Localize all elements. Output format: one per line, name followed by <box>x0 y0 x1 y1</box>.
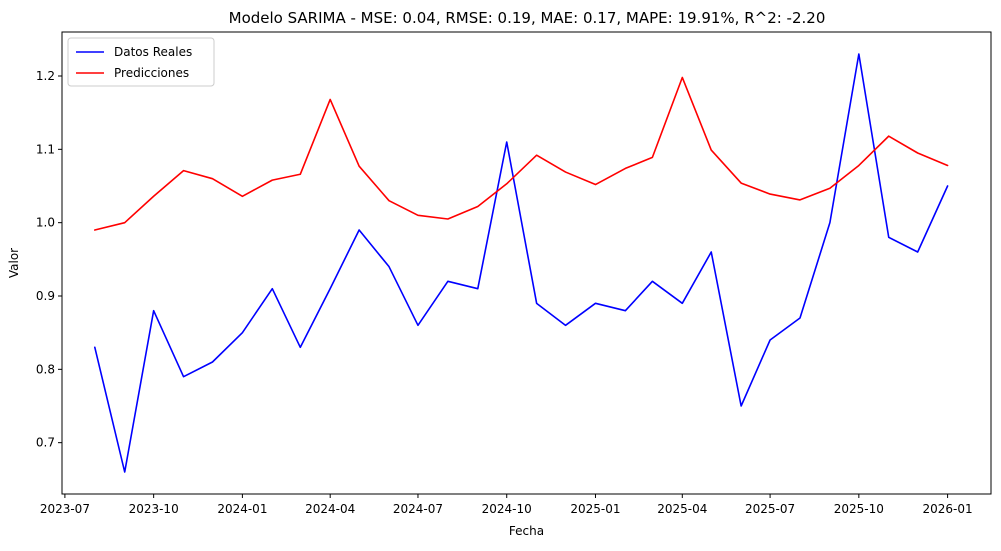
legend: Datos Reales Predicciones <box>67 37 215 87</box>
legend-label: Datos Reales <box>114 45 192 59</box>
y-tick-label: 0.9 <box>36 289 55 303</box>
x-axis-ticks: 2023-07 2023-10 2024-01 2024-04 2024-07 2024-… <box>40 494 973 516</box>
legend-label: Predicciones <box>114 66 189 80</box>
y-axis-ticks: 0.7 0.8 0.9 1.0 1.1 1.2 <box>36 69 62 450</box>
x-tick-label: 2023-10 <box>129 502 179 516</box>
y-tick-label: 0.7 <box>36 436 55 450</box>
x-tick-label: 2024-07 <box>393 502 443 516</box>
y-tick-label: 1.1 <box>36 142 55 156</box>
x-axis-label: Fecha <box>509 524 544 538</box>
x-tick-label: 2023-07 <box>40 502 90 516</box>
x-tick-label: 2025-01 <box>570 502 620 516</box>
x-tick-label: 2025-10 <box>834 502 884 516</box>
y-tick-label: 1.2 <box>36 69 55 83</box>
chart-title: Modelo SARIMA - MSE: 0.04, RMSE: 0.19, M… <box>229 9 826 27</box>
series-line-predicciones <box>94 76 949 231</box>
series-layer <box>94 53 949 473</box>
plot-frame <box>61 31 992 495</box>
x-tick-label: 2024-04 <box>305 502 355 516</box>
x-tick-label: 2025-04 <box>657 502 707 516</box>
series-line-datos-reales <box>94 53 949 473</box>
y-tick-label: 0.8 <box>36 362 55 376</box>
x-tick-label: 2026-01 <box>923 502 973 516</box>
x-tick-label: 2025-07 <box>745 502 795 516</box>
x-tick-label: 2024-01 <box>217 502 267 516</box>
x-tick-label: 2024-10 <box>482 502 532 516</box>
legend-box <box>67 37 215 87</box>
y-axis-label: Valor <box>7 248 21 278</box>
y-tick-label: 1.0 <box>36 216 55 230</box>
